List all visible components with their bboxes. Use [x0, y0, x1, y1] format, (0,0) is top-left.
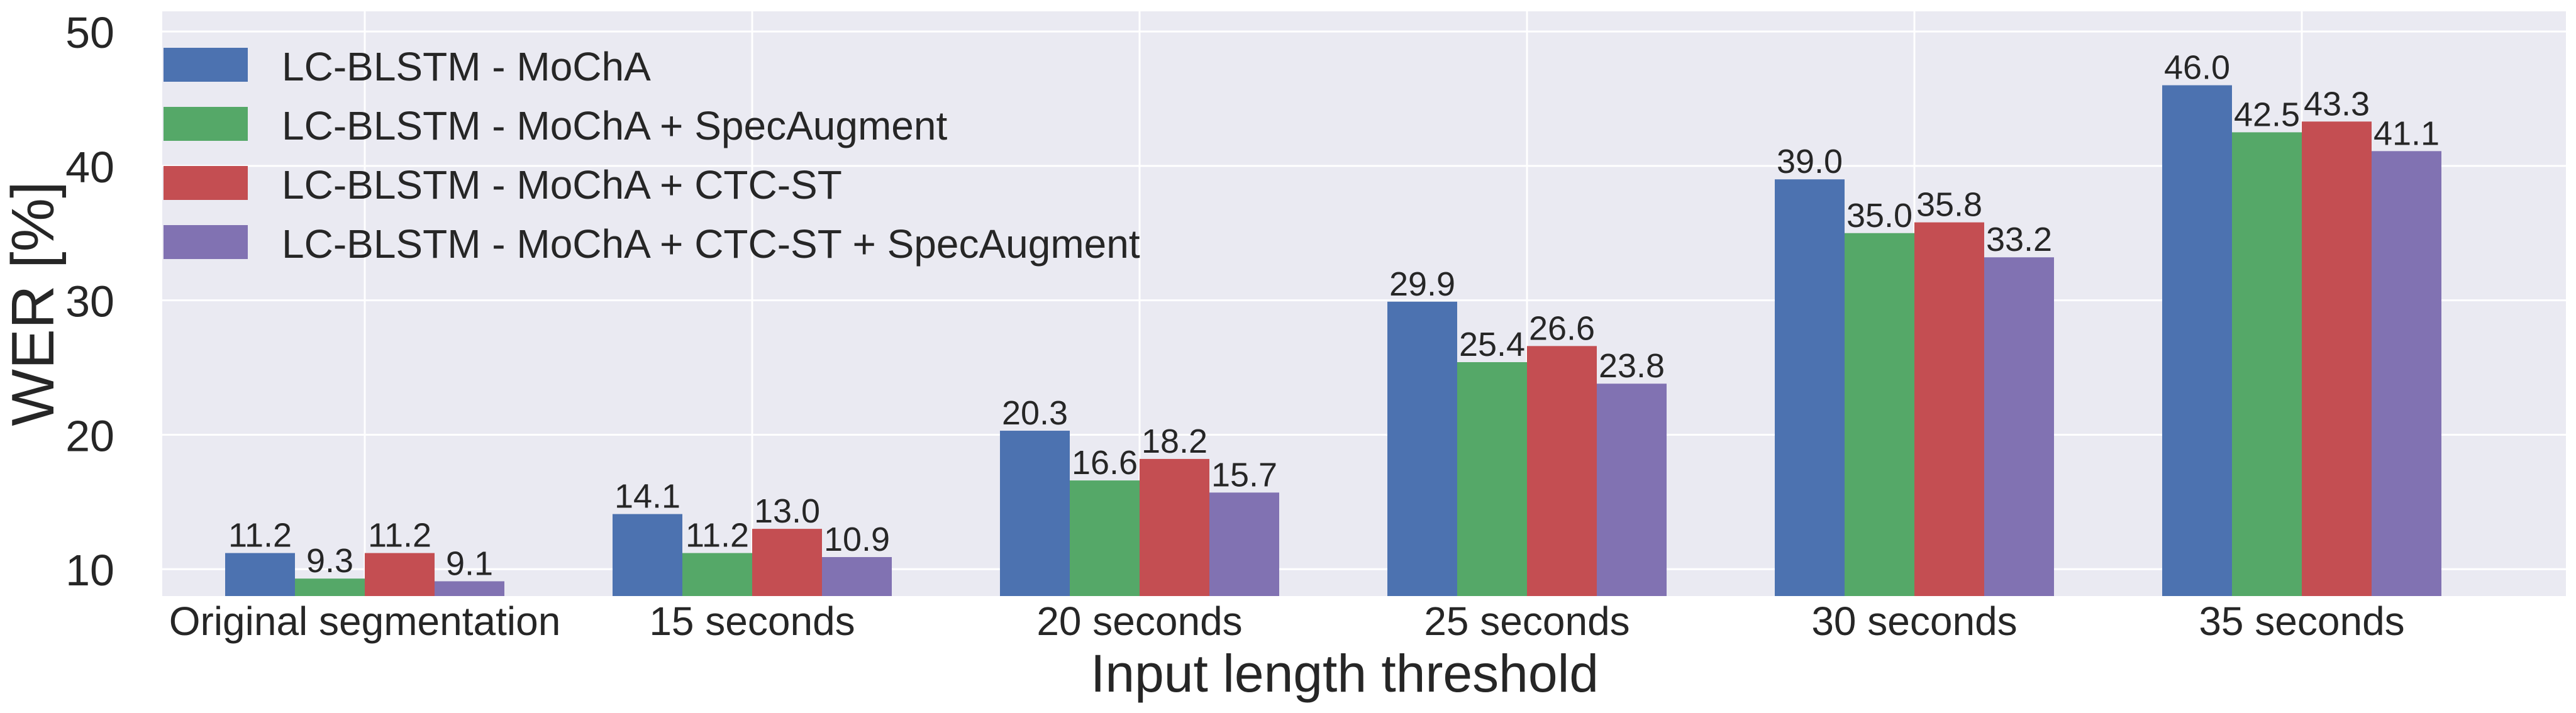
bar-value-label: 11.2: [228, 517, 292, 555]
y-tick-label: 10: [65, 546, 114, 595]
y-tick-label: 30: [65, 277, 114, 326]
bar: [1070, 480, 1140, 596]
bar: [613, 514, 682, 596]
bar-value-label: 43.3: [2304, 85, 2370, 123]
x-tick-labels: Original segmentation 15 seconds 20 second…: [169, 599, 2405, 644]
legend-label: LC-BLSTM - MoChA: [282, 44, 651, 89]
bar-value-label: 9.1: [446, 544, 493, 582]
bar-value-label: 18.2: [1141, 423, 1208, 460]
bar: [1140, 458, 1209, 596]
y-axis-title: WER [%]: [0, 181, 67, 426]
bar-value-label: 25.4: [1459, 326, 1525, 363]
bar: [1845, 233, 1914, 596]
bar-value-label: 10.9: [824, 521, 890, 558]
bar-value-label: 9.3: [306, 542, 353, 580]
legend-label: LC-BLSTM - MoChA + CTC-ST + SpecAugment: [282, 221, 1140, 267]
bar: [295, 578, 365, 596]
bar: [1387, 301, 1457, 596]
bar: [1597, 384, 1667, 596]
x-tick-label: 25 seconds: [1424, 599, 1629, 644]
x-tick-label: 15 seconds: [649, 599, 855, 644]
legend-swatch: [164, 166, 248, 200]
bar-value-label: 26.6: [1529, 309, 1595, 347]
bars: [225, 85, 2441, 597]
bar: [2232, 132, 2302, 596]
legend-swatch: [164, 107, 248, 141]
bar: [2302, 121, 2372, 596]
bar: [822, 557, 892, 596]
bar: [682, 553, 752, 596]
bar: [2162, 85, 2232, 597]
bar-value-label: 11.2: [368, 517, 431, 555]
y-tick-label: 40: [65, 143, 114, 192]
legend-label: LC-BLSTM - MoChA + CTC-ST: [282, 162, 842, 207]
y-tick-label: 20: [65, 411, 114, 460]
bar: [1000, 431, 1070, 596]
bar-value-label: 13.0: [754, 492, 820, 530]
bar-value-label: 23.8: [1599, 347, 1665, 385]
bar: [752, 529, 822, 596]
bar: [1209, 492, 1279, 596]
x-tick-label: 35 seconds: [2199, 599, 2404, 644]
x-tick-label: 30 seconds: [1811, 599, 2017, 644]
bar: [225, 553, 295, 596]
bar-value-label: 42.5: [2234, 96, 2300, 133]
bar-value-label: 14.1: [614, 478, 680, 516]
bar: [1457, 362, 1527, 596]
bar: [1984, 257, 2054, 596]
bar: [2372, 151, 2441, 596]
legend-swatch: [164, 225, 248, 259]
bar: [1914, 222, 1984, 597]
y-tick-label: 50: [65, 8, 114, 57]
bar-value-label: 46.0: [2164, 49, 2230, 87]
bar-value-label: 29.9: [1389, 265, 1455, 303]
legend-label: LC-BLSTM - MoChA + SpecAugment: [282, 103, 947, 148]
y-tick-labels: 10 20 30 40 50: [65, 8, 114, 595]
x-tick-label: Original segmentation: [169, 599, 561, 644]
bar-labels: 11.214.120.329.939.046.09.311.216.625.43…: [228, 49, 2440, 583]
x-tick-label: 20 seconds: [1036, 599, 1242, 644]
bar: [1775, 179, 1845, 596]
bar: [435, 581, 504, 596]
bar-value-label: 35.0: [1846, 197, 1913, 235]
bar-value-label: 39.0: [1777, 143, 1843, 180]
legend-swatch: [164, 48, 248, 82]
bar-value-label: 41.1: [2373, 114, 2440, 152]
legend: LC-BLSTM - MoChA LC-BLSTM - MoChA + SpecA…: [164, 44, 1140, 267]
bar-value-label: 15.7: [1211, 456, 1277, 494]
bar-value-label: 11.2: [686, 517, 749, 555]
bar-value-label: 35.8: [1916, 186, 1982, 224]
bar-value-label: 33.2: [1986, 221, 2052, 258]
bar-value-label: 20.3: [1002, 394, 1068, 432]
bar-value-label: 16.6: [1072, 444, 1138, 482]
x-axis-title: Input length threshold: [1091, 644, 1599, 703]
bar: [365, 553, 435, 596]
bar: [1527, 346, 1597, 596]
